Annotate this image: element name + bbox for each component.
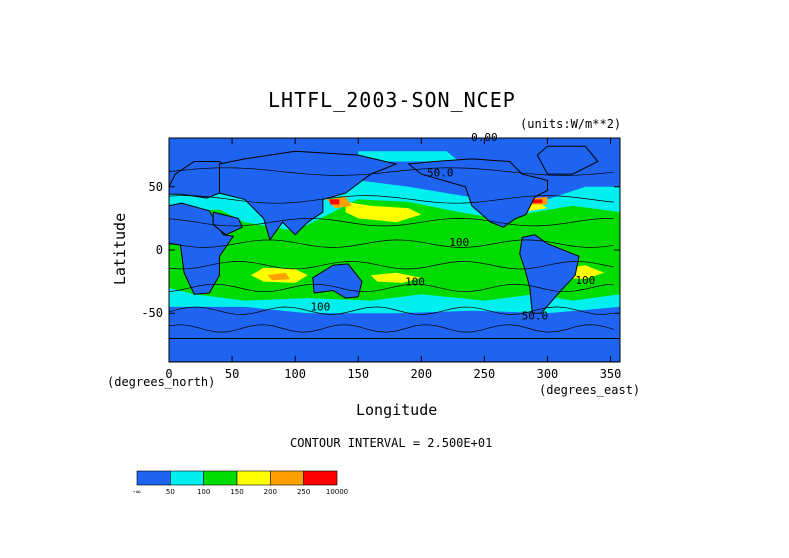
y-unit-label: (degrees_north) [107, 375, 216, 389]
y-tick-label-1: 0 [156, 243, 163, 257]
colorbar: -∞ 50 100 150 200 250 10000 [133, 470, 348, 496]
colorbar-label-0: -∞ [133, 488, 141, 496]
colorbar-swatch-1 [170, 470, 204, 486]
x-tick-label-5: 250 [474, 367, 496, 381]
field-region-11 [329, 199, 340, 205]
contour-label-6: 50.0 [522, 310, 549, 323]
landmass-australia [312, 263, 363, 299]
x-tick-label-7: 350 [600, 367, 622, 381]
field-region-1 [358, 151, 460, 162]
x-axis-label: Longitude [356, 401, 438, 419]
y-axis: 50 0 -50 [141, 180, 620, 320]
contour-line-3 [168, 239, 614, 248]
contour-interval-text: CONTOUR INTERVAL = 2.500E+01 [290, 436, 493, 450]
contour-label-4: 100 [575, 274, 595, 287]
colorbar-swatch-4 [270, 470, 304, 486]
contour-line-1 [168, 195, 614, 204]
field-region-5 [370, 272, 422, 283]
colorbar-swatch-0 [136, 470, 171, 486]
landmass-south-america [519, 234, 580, 314]
field-region-10 [267, 272, 291, 281]
contour-label-3: 100 [405, 275, 425, 288]
colorbar-label-6: 10000 [326, 488, 348, 496]
y-tick-label-0: 50 [149, 180, 163, 194]
colorbar-label-1: 50 [166, 488, 175, 496]
field-region-3 [345, 201, 422, 223]
y-axis-label: Latitude [111, 212, 130, 286]
landmass-north-america [407, 158, 548, 228]
units-label: (units:W/m**2) [520, 117, 622, 131]
x-tick-label-3: 150 [347, 367, 369, 381]
colorbar-swatch-3 [236, 470, 271, 486]
contour-label-5: 100 [310, 301, 330, 314]
contour-label-2: 100 [449, 236, 469, 249]
x-tick-label-0: 0 [165, 367, 172, 381]
x-tick-label-1: 50 [225, 367, 239, 381]
contour-line-7 [168, 324, 614, 333]
colorbar-swatch-2 [203, 470, 238, 486]
contour-line-5 [168, 283, 614, 293]
contour-lines [168, 167, 614, 333]
colorbar-label-4: 200 [264, 488, 277, 496]
y-tick-label-2: -50 [141, 306, 163, 320]
landmass-arabia-india [212, 211, 243, 236]
x-unit-label: (degrees_east) [539, 383, 641, 397]
x-tick-label-6: 300 [537, 367, 559, 381]
chart-title: LHTFL_2003-SON_NCEP [268, 88, 516, 112]
contour-line-0 [168, 167, 614, 176]
contour-line-4 [168, 261, 614, 270]
coastlines [168, 145, 621, 363]
x-axis: 0 50 100 150 200 250 300 350 [165, 138, 621, 381]
contour-label-0: 0.00 [471, 131, 498, 144]
colorbar-label-3: 150 [230, 488, 243, 496]
colorbar-swatch-5 [303, 470, 338, 486]
x-tick-label-2: 100 [284, 367, 306, 381]
contour-label-1: 50.0 [427, 167, 454, 180]
landmass-antarctica [168, 338, 621, 363]
colorbar-label-5: 250 [297, 488, 310, 496]
contour-line-2 [168, 218, 614, 227]
contour-line-6 [168, 306, 614, 315]
colorbar-label-2: 100 [197, 488, 210, 496]
contour-labels: 0.00 50.0 100 100 100 100 50.0 [310, 131, 595, 322]
landmass-greenland [536, 145, 599, 175]
x-tick-label-4: 200 [410, 367, 432, 381]
field-region-12 [531, 199, 543, 204]
